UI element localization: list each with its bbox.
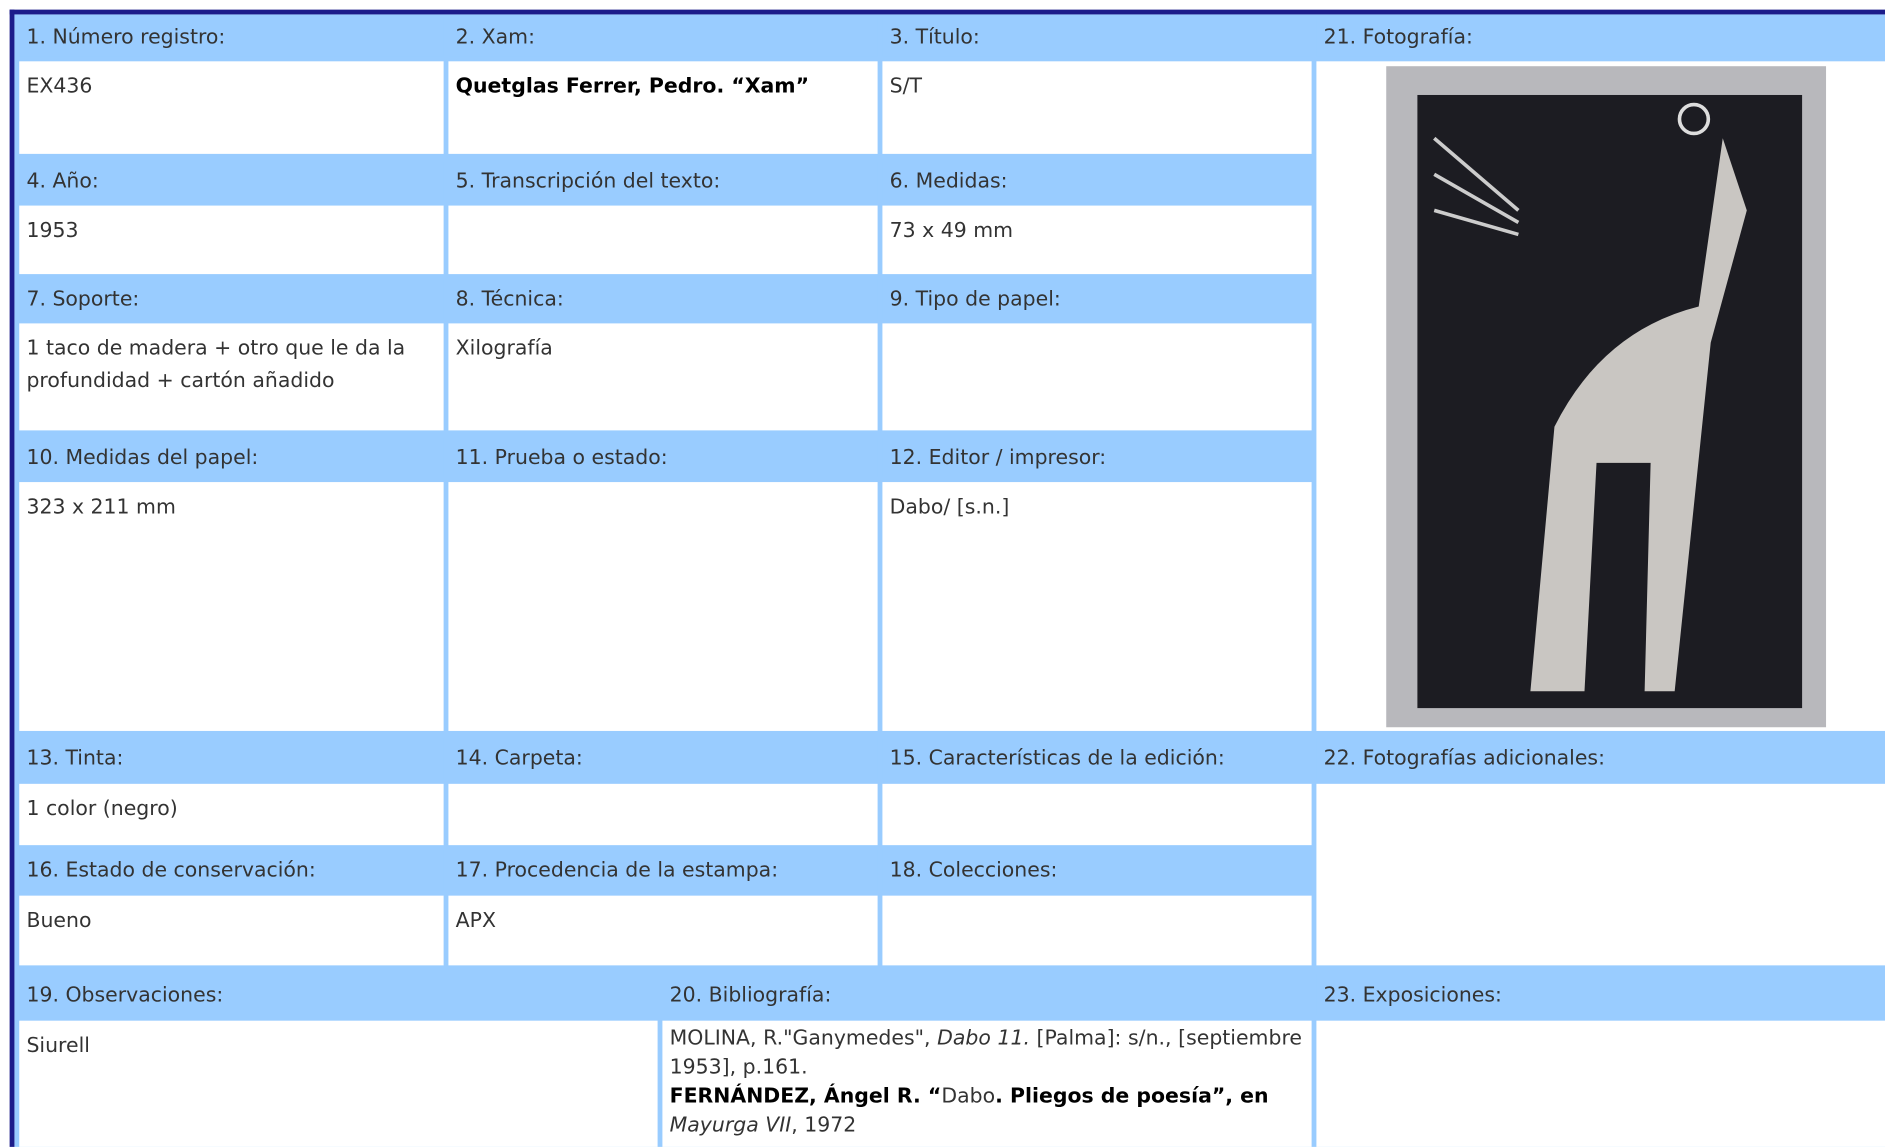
field-value: Xilografía (448, 323, 878, 431)
field-value: 1953 (19, 205, 444, 275)
field-label: 23. Exposiciones: (1316, 973, 1885, 1016)
bib-text: Dabo (941, 1084, 996, 1109)
field-label: 8. Técnica: (448, 278, 878, 319)
field-value (882, 783, 1312, 846)
field-value (448, 482, 878, 731)
field-value: 1 taco de madera + otro que le da la pro… (19, 323, 444, 431)
field-label: 18. Colecciones: (882, 849, 1312, 891)
bib-text: , 1972 (791, 1113, 857, 1138)
field-label: 2. Xam: (448, 16, 878, 57)
field-label: 17. Procedencia de la estampa: (448, 849, 878, 891)
photo-cell (1316, 61, 1885, 731)
field-label: 14. Carpeta: (448, 738, 878, 780)
field-label: 10. Medidas del papel: (19, 437, 444, 478)
field-label: 15. Características de la edición: (882, 738, 1312, 780)
field-value: APX (448, 895, 878, 966)
field-value: Quetglas Ferrer, Pedro. “Xam” (448, 61, 878, 154)
field-label: 6. Medidas: (882, 161, 1312, 201)
border-left (9, 9, 15, 1147)
field-value (882, 895, 1312, 966)
field-label: 3. Título: (882, 16, 1312, 57)
bib-title: Mayurga VII (669, 1113, 792, 1138)
field-label: 21. Fotografía: (1316, 16, 1885, 57)
border-top (9, 9, 1885, 15)
field-label: 13. Tinta: (19, 738, 444, 780)
photo (1386, 66, 1827, 728)
field-value (1316, 783, 1885, 966)
field-value: 323 x 211 mm (19, 482, 444, 731)
field-value: S/T (882, 61, 1312, 154)
field-value: 1 color (negro) (19, 783, 444, 846)
field-value: EX436 (19, 61, 444, 154)
field-value: Bueno (19, 895, 444, 966)
field-label: 22. Fotografías adicionales: (1316, 738, 1885, 780)
field-value (448, 205, 878, 275)
field-label: 4. Año: (19, 161, 444, 201)
field-label: 5. Transcripción del texto: (448, 161, 878, 201)
field-value (448, 783, 878, 846)
bib-text: MOLINA, R."Ganymedes", (669, 1026, 938, 1051)
field-label: 12. Editor / impresor: (882, 437, 1312, 478)
field-value (882, 323, 1312, 431)
field-label: 19. Observaciones: (19, 973, 658, 1016)
field-value: Siurell (19, 1020, 658, 1147)
field-value: 73 x 49 mm (882, 205, 1312, 275)
bibliography: MOLINA, R."Ganymedes", Dabo 11. [Palma]:… (662, 1020, 1312, 1147)
field-label: 11. Prueba o estado: (448, 437, 878, 478)
field-value (1316, 1020, 1885, 1147)
bib-text: . Pliegos de poesía”, en (995, 1084, 1269, 1109)
field-label: 16. Estado de conservación: (19, 849, 444, 891)
field-value: Dabo/ [s.n.] (882, 482, 1312, 731)
field-label: 9. Tipo de papel: (882, 278, 1312, 319)
field-label: 20. Bibliografía: (662, 973, 1312, 1016)
bib-title: Dabo 11. (937, 1026, 1030, 1051)
field-label: 1. Número registro: (19, 16, 444, 57)
field-label: 7. Soporte: (19, 278, 444, 319)
bib-text: FERNÁNDEZ, Ángel R. “ (669, 1084, 942, 1109)
bib-text: [Palma]: s/n., [septiembre 1953], p.161. (669, 1026, 1302, 1080)
